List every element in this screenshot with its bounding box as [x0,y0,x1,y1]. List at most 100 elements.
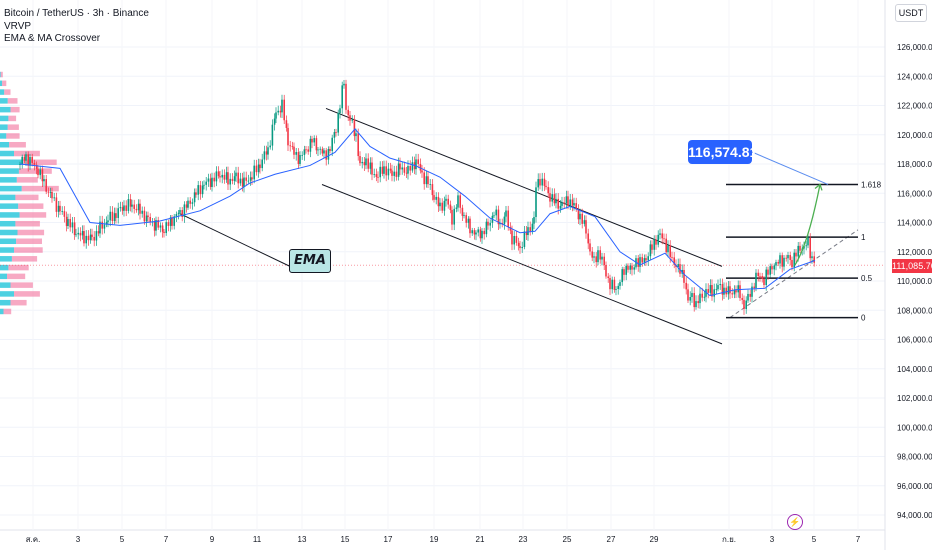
candle-body [261,159,263,169]
candle-body [623,269,625,275]
candle-body [77,232,79,235]
candle-body [89,234,92,241]
candle-body [425,176,428,185]
candle-body [507,210,509,228]
volume-bar-down [8,115,17,122]
channel-lower-line[interactable] [321,184,723,345]
candle-body [279,110,282,113]
candle-body [253,165,255,180]
candle-body [667,245,669,253]
volume-bar-down [16,177,38,183]
lightning-icon[interactable]: ⚡ [787,514,803,530]
y-tick-label: 94,000.00 [897,511,932,520]
candle-body [387,168,390,176]
candle-body [169,217,172,226]
symbol-title[interactable]: Bitcoin / TetherUS · 3h · Binance [4,8,149,19]
candle-body [477,229,479,233]
candle-body [321,148,324,154]
candle-body [365,158,367,166]
candle-body [559,205,562,209]
candle-body [245,177,247,181]
candle-body [589,243,591,252]
candle-body [115,213,117,218]
candle-body [699,293,701,304]
candle-body [719,284,721,286]
candle-body [447,198,449,205]
candle-body [481,230,483,239]
candle-body [257,164,260,173]
x-tick-label: 29 [650,535,659,544]
indicator-vrvp[interactable]: VRVP [4,21,32,32]
candle-body [105,222,108,225]
candle-body [415,159,417,170]
y-tick-label: 118,000.00 [897,160,932,169]
candle-body [621,269,623,283]
candle-body [577,209,580,220]
candle-body [21,156,23,164]
currency-button[interactable]: USDT [895,4,927,22]
x-tick-label: 17 [384,535,393,544]
candle-body [767,269,769,275]
volume-bar-down [14,291,40,297]
y-tick-label: 122,000.00 [897,102,932,111]
candle-body [691,293,693,298]
candle-body [193,192,196,203]
candle-body [765,269,767,285]
candle-body [107,220,109,223]
candle-body [693,293,695,308]
candle-body [329,149,331,151]
candle-body [287,127,289,146]
projection-arrow[interactable] [794,184,821,266]
indicator-ema-ma[interactable]: EMA & MA Crossover [4,33,101,44]
candle-body [37,168,39,176]
candle-body [687,289,689,301]
candle-body [231,178,234,181]
volume-bar-up [0,256,12,262]
candle-body [637,258,639,267]
candle-body [769,266,771,275]
candle-body [47,191,50,193]
candle-body [243,177,245,187]
volume-bar-up [0,80,3,87]
candle-body [217,171,220,177]
volume-bar-down [15,194,39,201]
candle-body [165,222,167,234]
candle-body [411,162,414,171]
candle-body [95,231,98,241]
candle-body [79,232,82,236]
candle-body [355,133,357,137]
x-tick-label: 11 [253,535,262,544]
candle-body [567,196,569,206]
y-tick-label: 104,000.00 [897,365,932,374]
candle-body [409,166,411,171]
fib-level-label: 1.618 [861,180,882,189]
volume-bar-up [0,168,19,174]
candle-body [33,162,36,165]
candle-body [347,109,349,116]
candle-body [247,180,250,182]
candle-body [179,210,181,213]
candle-body [407,166,409,174]
candle-body [737,285,739,293]
candle-body [155,220,157,231]
volume-bar-down [8,264,29,271]
candle-body [685,282,687,290]
candle-body [135,208,138,211]
candle-body [437,196,440,207]
candle-body [125,205,127,211]
x-tick-label: 27 [607,535,616,544]
candle-body [517,242,520,247]
ema-pointer-line[interactable] [179,213,291,267]
candle-body [83,231,85,244]
support-dashed-line[interactable] [729,229,859,318]
candle-body [541,178,543,186]
candle-body [379,166,381,178]
candle-body [141,210,143,214]
candle-body [625,265,627,275]
x-tick-label: ก.ย. [722,535,736,544]
volume-bar-down [4,89,11,95]
volume-bar-up [0,194,16,201]
candle-body [791,259,793,268]
candle-body [29,156,31,166]
